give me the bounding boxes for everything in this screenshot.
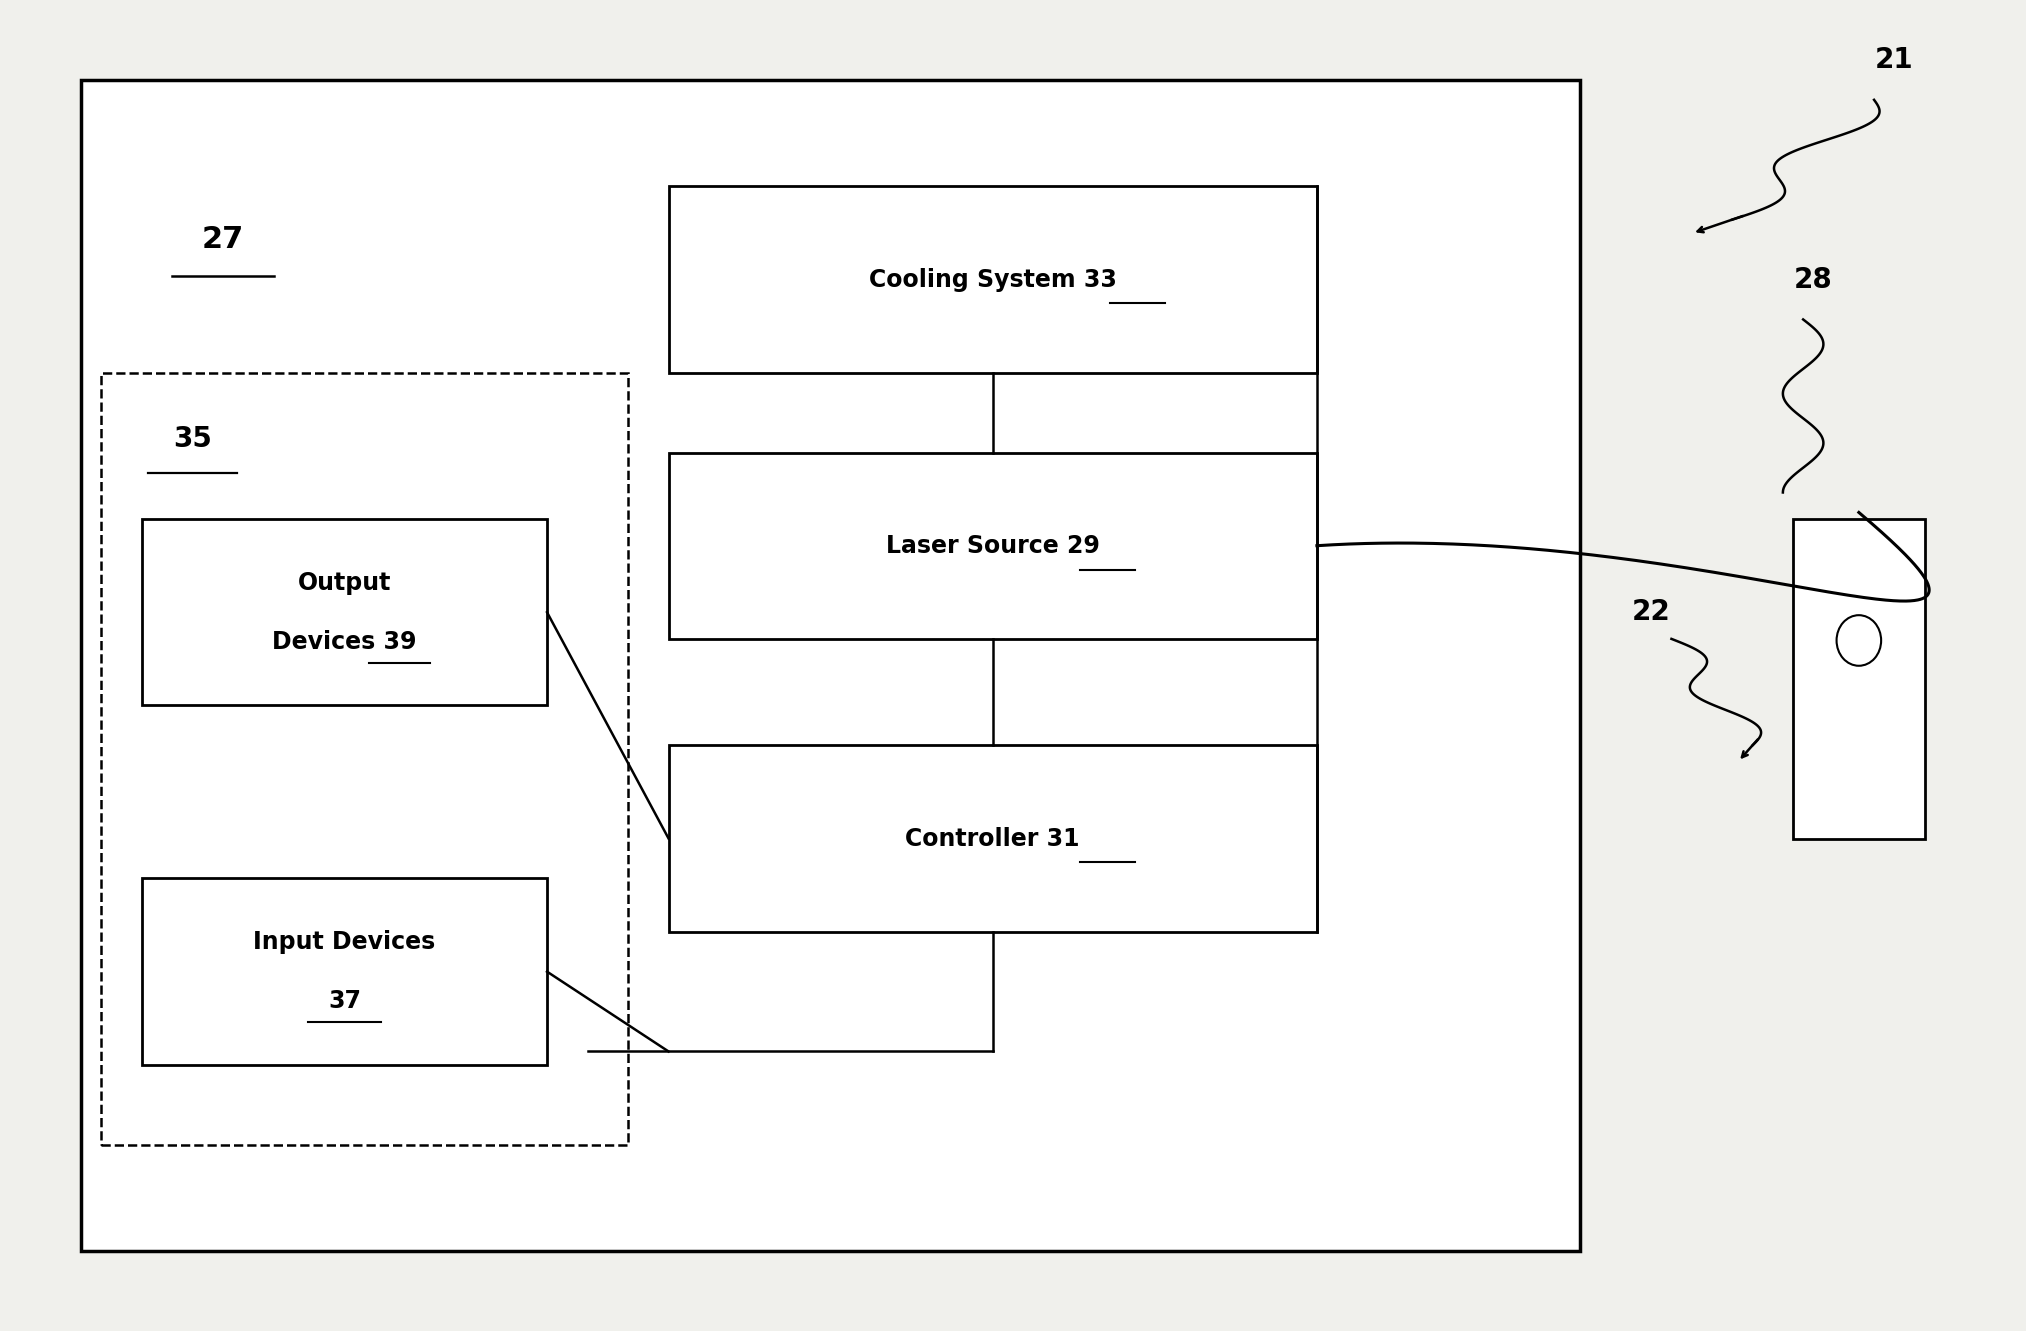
Bar: [142, 519, 547, 705]
Bar: [101, 373, 628, 1145]
Text: Laser Source 29: Laser Source 29: [885, 534, 1100, 558]
Bar: [669, 745, 1317, 932]
Bar: [669, 453, 1317, 639]
Text: 37: 37: [328, 989, 361, 1013]
Text: Devices 39: Devices 39: [271, 630, 417, 654]
Bar: [142, 878, 547, 1065]
Text: 21: 21: [1874, 45, 1915, 75]
Bar: [81, 80, 1580, 1251]
Bar: [669, 186, 1317, 373]
Text: Input Devices: Input Devices: [253, 930, 436, 954]
Text: 35: 35: [172, 425, 213, 454]
Text: Output: Output: [298, 571, 391, 595]
Text: Cooling System 33: Cooling System 33: [869, 268, 1116, 291]
Text: 28: 28: [1793, 265, 1834, 294]
Text: Controller 31: Controller 31: [906, 827, 1080, 851]
Bar: [1793, 519, 1925, 839]
Text: 27: 27: [203, 225, 243, 254]
Text: 22: 22: [1631, 598, 1671, 627]
